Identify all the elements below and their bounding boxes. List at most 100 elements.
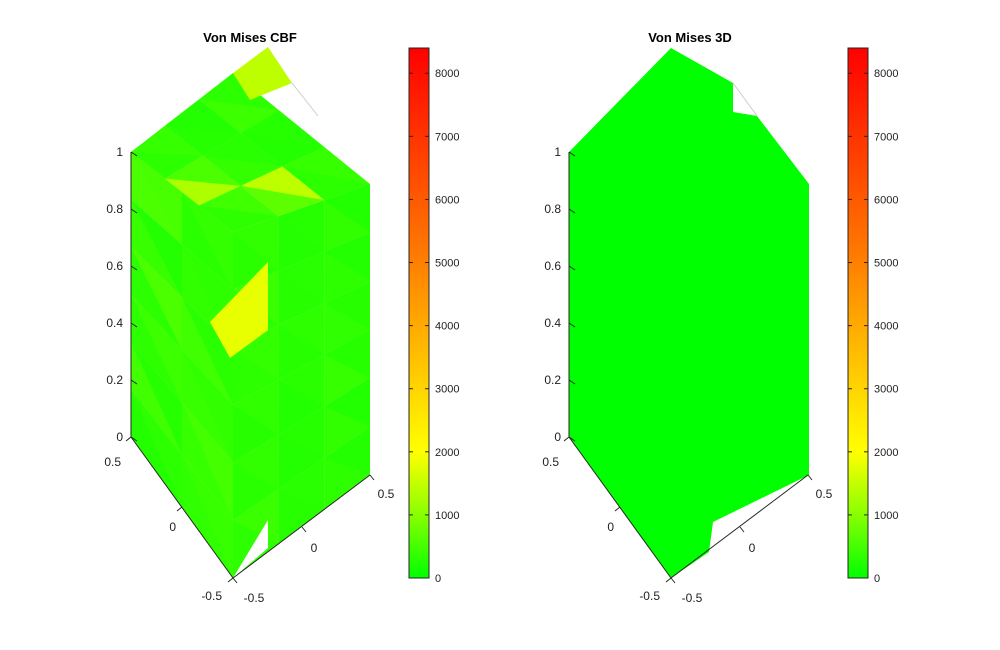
colorbar-tick-label: 2000	[874, 447, 898, 459]
surface-faces	[131, 47, 370, 578]
right-face-cell	[233, 405, 279, 463]
y-tick-label: 0	[169, 520, 176, 534]
right-face-cell	[233, 347, 279, 405]
x-tick-label: 0.5	[378, 487, 395, 501]
y-tick-mark	[227, 577, 234, 583]
top-face-cell	[240, 132, 325, 167]
y-tick-mark	[563, 436, 570, 442]
top-face-cell	[131, 152, 203, 179]
z-tick-mark	[130, 265, 138, 271]
y-tick-label: -0.5	[201, 589, 222, 603]
colorbar-tick-label: 6000	[435, 194, 459, 206]
x-tick-mark	[232, 577, 238, 584]
left-face-cell	[182, 402, 233, 521]
left-face-cell	[131, 152, 182, 245]
x-tick-label: 0	[311, 541, 318, 555]
colorbar-tick-label: 7000	[874, 131, 898, 143]
left-face-cell	[131, 247, 182, 350]
z-tick-mark	[568, 208, 576, 214]
top-face-cell	[165, 125, 241, 156]
right-face-cell	[324, 200, 370, 252]
z-tick-label: 0.6	[544, 259, 561, 273]
x-tick-mark	[807, 474, 813, 481]
colorbar: 0 1000 2000 3000 4000 5000 6000 7000 8000	[408, 47, 459, 585]
right-face-cell	[278, 216, 325, 271]
top-face-cell	[240, 185, 325, 216]
colorbar-tick-label: 1000	[874, 510, 898, 522]
colorbar-tick-label: 6000	[874, 194, 898, 206]
right-face-cell	[324, 251, 370, 304]
axes: 0 0.2 0.4 0.6 0.8 1 0.5 0 -0.5 -0.5 0 0.5	[542, 145, 832, 605]
colorbar-frame	[847, 47, 869, 579]
colorbar-tick-label: 2000	[435, 447, 459, 459]
z-tick-mark	[568, 379, 576, 385]
z-tick-mark	[130, 379, 138, 385]
z-tick-mark	[130, 436, 138, 442]
x-tick-mark	[739, 526, 745, 533]
left-face-cell	[131, 389, 182, 508]
colorbar-gradient	[848, 48, 868, 578]
z-tick-label: 0.8	[544, 202, 561, 216]
y-tick-mark	[176, 506, 183, 512]
z-tick-label: 0.2	[106, 373, 123, 387]
y-tick-label: 0	[607, 520, 614, 534]
x-tick-mark	[670, 577, 676, 584]
notch-gap	[233, 520, 268, 578]
z-tick-mark	[568, 436, 576, 442]
colorbar-tick-label: 4000	[874, 321, 898, 333]
z-tick-label: 0.6	[106, 259, 123, 273]
colorbar-tick-label: 3000	[874, 384, 898, 396]
axes: 0 0.2 0.4 0.6 0.8 1 0.5 0 -0.5 -0.5 0 0.5	[104, 145, 394, 605]
top-face-cell	[199, 205, 279, 232]
colorbar-tick-label: 4000	[435, 321, 459, 333]
plot-von-mises-cbf: Von Mises CBF 0 0.2 0.4 0.6 0.8 1 0.5 0 -0.5 -0.5…	[104, 30, 459, 605]
z-tick-mark	[130, 151, 138, 157]
right-face-cell	[324, 354, 370, 407]
right-face-cell	[278, 379, 325, 435]
z-tick-label: 1	[554, 145, 561, 159]
top-face-cell	[282, 166, 370, 200]
colorbar-tick-label: 0	[435, 573, 441, 585]
colorbar-tick-label: 5000	[874, 258, 898, 270]
left-face-cell	[182, 192, 233, 290]
colorbar-gradient	[409, 48, 429, 578]
apex-cell	[233, 47, 292, 100]
right-face-cell	[324, 457, 370, 510]
z-tick-label: 0.8	[106, 202, 123, 216]
y-tick-mark	[614, 506, 621, 512]
right-face-cell	[278, 434, 325, 490]
edge-line	[291, 82, 319, 117]
colorbar-tick-label: 8000	[435, 68, 459, 80]
y-tick-label: -0.5	[639, 589, 660, 603]
right-face-cell	[278, 489, 325, 544]
right-face-cell	[278, 325, 325, 380]
left-face-cell	[131, 294, 182, 403]
left-face-cell	[182, 349, 233, 463]
hot-spot-cell	[210, 262, 268, 358]
right-face-cell	[233, 462, 279, 521]
z-tick-label: 1	[116, 145, 123, 159]
x-tick-mark	[301, 526, 307, 533]
top-face-cell	[202, 155, 283, 186]
colorbar-tick-label: 3000	[435, 384, 459, 396]
top-face-cell	[199, 99, 279, 133]
right-face-cell	[324, 406, 370, 458]
z-tick-mark	[568, 265, 576, 271]
y-tick-mark	[125, 436, 132, 442]
colorbar-tick-label: 5000	[435, 258, 459, 270]
colorbar-tick-label: 1000	[435, 510, 459, 522]
x-axis-line	[670, 474, 809, 579]
left-face-cell	[182, 297, 233, 405]
z-tick-label: 0.4	[106, 316, 123, 330]
surface-body	[569, 48, 809, 578]
z-tick-label: 0	[554, 430, 561, 444]
x-tick-label: -0.5	[682, 591, 703, 605]
colorbar-tick-label: 8000	[874, 68, 898, 80]
y-tick-label: 0.5	[104, 455, 121, 469]
right-face-cell	[278, 270, 325, 326]
top-face-cell	[165, 178, 241, 206]
z-tick-mark	[568, 322, 576, 328]
x-tick-label: 0.5	[816, 487, 833, 501]
y-tick-label: 0.5	[542, 455, 559, 469]
